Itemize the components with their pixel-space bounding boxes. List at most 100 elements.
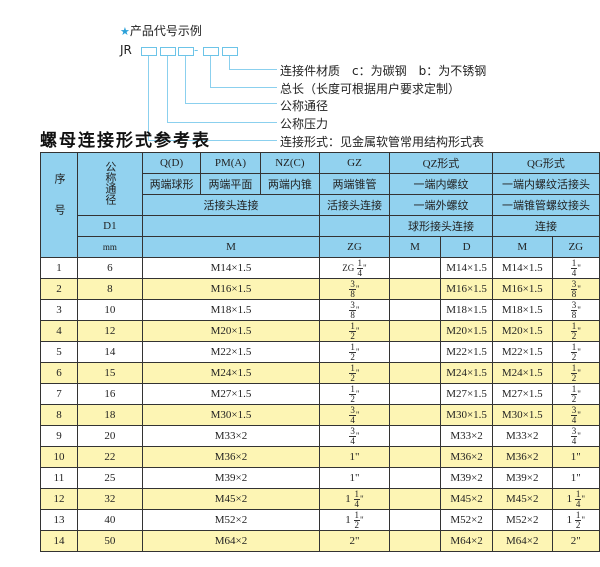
- nominal-diameter: 8: [76, 278, 143, 300]
- header-pm-desc: 两端平面: [200, 173, 261, 195]
- qg-m: M45×2: [491, 488, 553, 510]
- star-icon: ★: [120, 25, 130, 38]
- table-row: 1 6 M14×1.5 ZG 1 4 " M14×1.5 M14×1.5 1 4 ": [40, 257, 600, 279]
- zg-cell: 1": [551, 467, 600, 489]
- header-nominal: 公称通径: [76, 152, 143, 216]
- zg-cell: 1 2 ": [551, 341, 600, 363]
- fraction-denominator: 4: [571, 267, 577, 278]
- zg-whole: 1: [566, 513, 575, 526]
- fraction-numerator: 1: [349, 320, 356, 332]
- table-row: 6 15 M24×1.5 1 2 " M24×1.5 M24×1.5 1 2 ": [40, 362, 600, 384]
- thread-m: M18×1.5: [141, 299, 321, 321]
- fraction-denominator: 4: [350, 435, 355, 446]
- inch-mark: ": [355, 283, 360, 294]
- qz-m: [388, 530, 442, 552]
- thread-m: M45×2: [141, 488, 321, 510]
- fraction-denominator: 8: [571, 309, 577, 320]
- row-number: 6: [40, 362, 78, 384]
- header-seq: 序号: [40, 152, 78, 258]
- zg-cell: ZG 1 4 ": [319, 257, 390, 279]
- zg-cell: 2": [551, 530, 600, 552]
- fraction-denominator: 4: [571, 435, 577, 446]
- header-mm: mm: [76, 236, 143, 258]
- zg-cell: 1 2 ": [551, 320, 600, 342]
- zg-cell: 1 2 ": [551, 383, 600, 405]
- product-code-example: ★产品代号示例 JR - 连接件材质 c：为碳钢 b：为不锈钢 总长（长度可根据…: [0, 0, 600, 141]
- zg-cell: 1 1 4 ": [551, 488, 600, 510]
- nominal-diameter: 50: [76, 530, 143, 552]
- inch-mark: ": [581, 493, 585, 504]
- table-row: 9 20 M33×2 3 4 " M33×2 M33×2 3 4 ": [40, 425, 600, 447]
- header-qg-m: M: [491, 236, 553, 258]
- thread-m: M33×2: [141, 425, 321, 447]
- header-qg: QG形式: [491, 152, 600, 174]
- nominal-diameter: 25: [76, 467, 143, 489]
- legend-diameter: 公称通径: [280, 99, 329, 113]
- header-nz: NZ(C): [259, 152, 321, 174]
- zg-cell: 3 8 ": [551, 299, 600, 321]
- qz-m: [388, 467, 442, 489]
- inch-mark: ": [577, 283, 581, 294]
- header-gz-desc: 两端锥管: [319, 173, 390, 195]
- zg-cell: 1 1 2 ": [319, 509, 390, 531]
- qz-m: [388, 446, 442, 468]
- table-row: 3 10 M18×1.5 3 8 " M18×1.5 M18×1.5 3 8 ": [40, 299, 600, 321]
- fraction-numerator: 3: [349, 278, 356, 290]
- header-q: Q(D): [141, 152, 202, 174]
- header-qg-zg: ZG: [551, 236, 600, 258]
- header-qz: QZ形式: [388, 152, 493, 174]
- fraction-denominator: 8: [350, 309, 355, 320]
- header-qg-desc2: 一端锥管螺纹接头: [491, 194, 600, 216]
- fraction-denominator: 8: [571, 288, 577, 299]
- qg-m: M22×1.5: [491, 341, 553, 363]
- code-box: [141, 47, 157, 56]
- zg-cell: 1 2 ": [319, 383, 390, 405]
- zg-cell: 3 4 ": [319, 425, 390, 447]
- code-box: [160, 47, 176, 56]
- fraction-numerator: 1: [570, 320, 578, 332]
- row-number: 10: [40, 446, 78, 468]
- inch-mark: ": [355, 346, 360, 357]
- qg-m: M24×1.5: [491, 362, 553, 384]
- row-number: 13: [40, 509, 78, 531]
- table-row: 2 8 M16×1.5 3 8 " M16×1.5 M16×1.5 3 8 ": [40, 278, 600, 300]
- fraction-denominator: 4: [575, 498, 581, 509]
- header-qz-desc: 一端内螺纹: [388, 173, 493, 195]
- qz-m: [388, 404, 442, 426]
- qz-d: M16×1.5: [440, 278, 493, 300]
- inch-mark: ": [360, 493, 364, 504]
- code-heading-text: 产品代号示例: [129, 24, 202, 38]
- table-row: 11 25 M39×2 1" M39×2 M39×2 1": [40, 467, 600, 489]
- table-row: 8 18 M30×1.5 3 4 " M30×1.5 M30×1.5 3 4 ": [40, 404, 600, 426]
- thread-m: M20×1.5: [141, 320, 321, 342]
- inch-mark: ": [355, 388, 360, 399]
- zg-whole: 1: [566, 492, 575, 505]
- nominal-diameter: 6: [76, 257, 143, 279]
- zg-cell: 1 2 ": [319, 320, 390, 342]
- fraction-numerator: 1: [570, 257, 578, 269]
- row-number: 2: [40, 278, 78, 300]
- inch-mark: ": [355, 409, 360, 420]
- fraction-denominator: 2: [350, 372, 355, 383]
- row-number: 12: [40, 488, 78, 510]
- fraction-denominator: 4: [357, 267, 363, 278]
- zg-cell: 2": [319, 530, 390, 552]
- fraction-numerator: 1: [356, 257, 364, 269]
- header-d1: D1: [76, 215, 143, 237]
- qg-m: M16×1.5: [491, 278, 553, 300]
- fraction-numerator: 1: [353, 488, 361, 500]
- thread-m: M14×1.5: [141, 257, 321, 279]
- header-qg-desc: 一端内螺纹活接头: [491, 173, 600, 195]
- header-qz-d: D: [440, 236, 493, 258]
- zg-cell: 1 2 ": [551, 362, 600, 384]
- qg-m: M33×2: [491, 425, 553, 447]
- qz-m: [388, 488, 442, 510]
- fraction-denominator: 4: [350, 414, 355, 425]
- row-number: 7: [40, 383, 78, 405]
